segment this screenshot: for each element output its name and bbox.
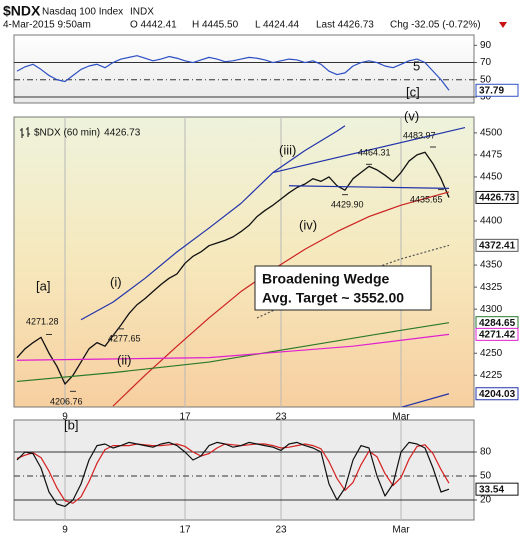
y-tick-label: 20 [480,495,492,506]
panel-bg [13,34,475,104]
y-tick-label: 4400 [480,216,503,227]
legend-icon [20,127,30,138]
y-tick-label: 4475 [480,150,503,161]
last-value-box [475,387,519,401]
last-value: 4426.73 [479,193,516,204]
y-tick-label: 70 [480,57,492,68]
last-value-box [475,238,519,252]
y-tick-label: 4300 [480,304,503,315]
down-arrow [499,22,507,28]
y-tick-label: 30 [480,92,492,103]
plot-area [14,55,474,98]
plot-area [14,420,474,520]
high: H 4445.50 [192,20,239,31]
exchange: INDX [130,7,154,18]
low: L 4424.44 [255,20,300,31]
series-line [16,55,450,91]
wave-label: [c] [406,84,420,99]
date: 4-Mar-2015 9:50am [3,20,91,31]
series-line [16,333,450,361]
x-tick-label: 17 [179,525,191,536]
annotation-text: Broadening Wedge [262,271,390,287]
last-value-box [475,83,519,97]
x-tick-label: Mar [392,412,410,423]
y-tick-label: 90 [480,40,492,51]
symbol: $NDX [3,3,41,19]
y-tick-label: 4500 [480,128,503,139]
wave-label: (iv) [299,217,317,232]
wave-label: 5 [413,58,420,73]
legend-label: $NDX (60 min) [34,128,100,139]
last-value-box [475,482,519,496]
wave-label: (ii) [117,352,131,367]
price-label: 4277.65 [108,333,141,343]
series-line [80,125,346,321]
price-label: 4464.31 [358,147,391,157]
change: Chg -32.05 (-0.72%) [390,20,481,31]
last-value-box [475,190,519,204]
price-label: 4435.65 [410,194,443,204]
wave-label: [b] [64,417,78,432]
annotation-box [254,265,432,311]
last: Last 4426.73 [316,20,374,31]
last-value: 37.79 [479,85,504,96]
price-label: 4271.28 [26,316,59,326]
y-tick-label: 4350 [480,260,503,271]
y-tick-label: 80 [480,447,492,458]
series-line [272,126,466,174]
x-tick-label: 17 [179,412,191,423]
y-tick-label: 4325 [480,282,503,293]
panel-bg [13,419,475,521]
last-value: 4271.42 [479,329,516,340]
annotation-text: Avg. Target ~ 3552.00 [262,290,404,306]
x-tick-label: 9 [62,525,68,536]
open: O 4442.41 [130,20,177,31]
price-label: 4483.97 [403,130,436,140]
price-label: 4206.76 [50,396,83,406]
wave-label: (i) [110,274,122,289]
wave-label: (iii) [279,142,296,157]
wave-label: (v) [404,108,419,123]
last-value: 4204.03 [479,389,516,400]
y-tick-label: 4225 [480,370,503,381]
series-line [288,185,450,189]
wave-label: [a] [36,278,50,293]
last-value-box [475,327,519,341]
series-line [16,443,450,504]
series-line [400,393,450,407]
series-line [16,441,450,507]
plot-area [16,117,466,407]
x-tick-label: 23 [275,412,287,423]
series-line [112,191,450,407]
x-tick-label: 9 [62,412,68,423]
legend-value: 4426.73 [104,128,141,139]
index-name: Nasdaq 100 Index [42,7,123,18]
y-tick-label: 4250 [480,348,503,359]
y-tick-label: 50 [480,471,492,482]
last-value: 33.54 [479,484,504,495]
panel-bg [13,116,475,408]
x-tick-label: Mar [392,525,410,536]
price-label: 4429.90 [331,199,364,209]
series-line [16,151,450,385]
last-value: 4372.41 [479,240,516,251]
y-tick-label: 4450 [480,172,503,183]
x-tick-label: 23 [275,525,287,536]
last-value: 4284.65 [479,318,516,329]
y-tick-label: 50 [480,74,492,85]
